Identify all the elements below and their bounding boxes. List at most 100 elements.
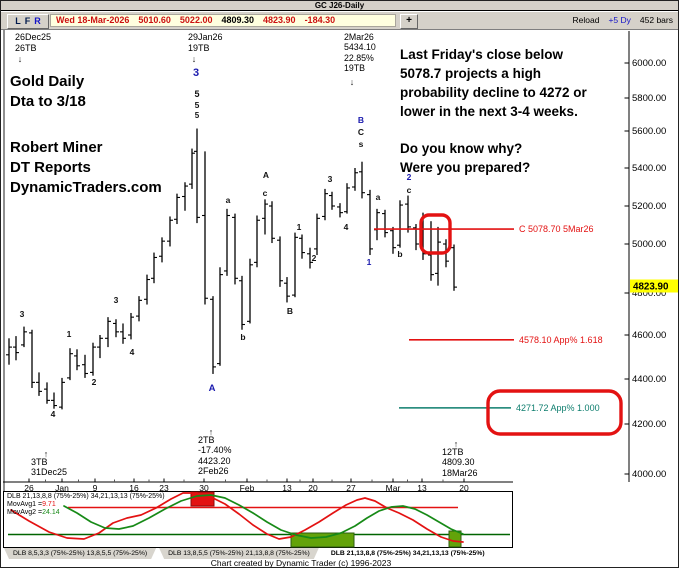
wave-label: b bbox=[240, 332, 245, 342]
tab-dlb-21-13-8-8[interactable]: DLB 21,13,8,8 (75%-25%) 34,21,13,13 (75%… bbox=[322, 548, 494, 559]
x-tick-label: 16 bbox=[129, 483, 139, 493]
ohlc-bar bbox=[329, 191, 335, 210]
annotation-26dec25: 26Dec25 26TB bbox=[15, 32, 52, 53]
ohlc-bar bbox=[44, 382, 50, 404]
ohlc-bar bbox=[359, 161, 365, 199]
wave-label: b bbox=[397, 249, 402, 259]
ohlc-bar bbox=[113, 319, 119, 338]
y-axis: 6000.00 5800.00 5600.00 5400.00 5200.00 5000.… bbox=[624, 58, 666, 480]
x-tick-label: 30 bbox=[199, 483, 209, 493]
annotation-31dec25: 3TB 31Dec25 bbox=[31, 457, 68, 478]
y-tick-label: 4200.00 bbox=[632, 419, 666, 430]
wave-label: c bbox=[407, 185, 412, 195]
ohlc-bar bbox=[352, 168, 358, 191]
ohlc-bar bbox=[210, 296, 216, 374]
add-indicator-button[interactable]: + bbox=[400, 14, 418, 29]
up-arrow-icon: ↑ bbox=[209, 427, 214, 437]
x-tick-label: Mar bbox=[386, 483, 401, 493]
tab-dlb-8-5-3-3[interactable]: DLB 8,5,3,3 (75%-25%) 13,8,5,5 (75%-25%) bbox=[4, 548, 156, 559]
ohlc-bar bbox=[428, 221, 434, 281]
ohlc-bar bbox=[232, 213, 238, 285]
x-axis: 26 Jan 9 16 23 30 Feb 13 20 27 Mar 13 20 bbox=[24, 478, 469, 493]
f-button[interactable]: F bbox=[24, 16, 31, 26]
movavg2-curve bbox=[63, 494, 464, 539]
plus-5-days-button[interactable]: +5 Dy bbox=[608, 15, 631, 25]
y-tick-label: 4800.00 bbox=[632, 288, 666, 299]
y-tick-label: 5000.00 bbox=[632, 239, 666, 250]
x-tick-label: Feb bbox=[240, 483, 255, 493]
oscillator-header: DLB 21,13,8,8 (75%-25%) 34,21,13,13 (75%… bbox=[7, 493, 165, 500]
y-tick-label: 4400.00 bbox=[632, 374, 666, 385]
chart-label-gold-daily: Gold Daily Dta to 3/18 bbox=[10, 73, 86, 110]
ohlc-bar bbox=[144, 274, 150, 305]
ohlc-bar bbox=[292, 232, 298, 298]
quote-low: 4809.30 bbox=[221, 15, 255, 25]
l-button[interactable]: L bbox=[15, 16, 21, 26]
y-tick-label: 4600.00 bbox=[632, 330, 666, 341]
movavg2-label: MovAvg2 = bbox=[7, 509, 43, 516]
r-button[interactable]: R bbox=[34, 16, 41, 26]
quote-high: 5022.00 bbox=[179, 15, 213, 25]
ohlc-bar bbox=[82, 354, 88, 378]
ohlc-bar bbox=[382, 209, 388, 238]
last-price-value: 4823.90 bbox=[633, 282, 669, 293]
reload-button[interactable]: Reload bbox=[572, 15, 600, 25]
ohlc-bar bbox=[367, 189, 373, 256]
ohlc-bar bbox=[390, 226, 396, 254]
ohlc-bar bbox=[97, 335, 103, 359]
ohlc-bar bbox=[262, 199, 268, 235]
ohlc-bar bbox=[307, 247, 313, 269]
price-line-label: 4271.72 App% 1.000 bbox=[516, 403, 600, 413]
quote-change: -184.30 bbox=[304, 15, 336, 25]
up-arrow-icon: ↑ bbox=[44, 449, 49, 459]
ohlc-bar bbox=[435, 226, 441, 286]
ohlc-bar bbox=[299, 234, 305, 259]
down-arrow-icon: ↓ bbox=[18, 54, 23, 64]
ohlc-bar bbox=[182, 182, 188, 211]
wave-label: 3 bbox=[114, 295, 119, 305]
annotation-2mar26: 2Mar26 5434.10 22.85% 19TB bbox=[344, 32, 376, 74]
wave-label: 2 bbox=[312, 253, 317, 263]
price-line-label: C 5078.70 5Mar26 bbox=[519, 224, 594, 234]
ohlc-bar bbox=[29, 329, 35, 388]
last-price-badge-bg bbox=[630, 279, 678, 293]
ohlc-bar bbox=[167, 216, 173, 247]
ohlc-bar bbox=[6, 338, 12, 365]
wave-label: a bbox=[226, 195, 231, 205]
wave-label: A bbox=[209, 383, 216, 394]
wave-label: a bbox=[376, 192, 381, 202]
author-label: Robert Miner DT Reports DynamicTraders.c… bbox=[10, 139, 162, 196]
wave-label: 3 bbox=[20, 309, 25, 319]
wave-label: 4 bbox=[51, 409, 56, 419]
tab-label: DLB 8,5,3,3 (75%-25%) 13,8,5,5 (75%-25%) bbox=[13, 550, 148, 557]
wave-label: 4 bbox=[130, 347, 135, 357]
wave-label: 5 bbox=[195, 100, 200, 110]
quote-open: 5010.60 bbox=[138, 15, 171, 25]
ohlc-bar bbox=[277, 236, 283, 287]
ohlc-bar bbox=[151, 252, 157, 284]
x-tick-label: 13 bbox=[282, 483, 292, 493]
wave-label: C bbox=[358, 127, 364, 137]
x-tick-label: 9 bbox=[93, 483, 98, 493]
ohlc-bar bbox=[36, 372, 42, 396]
down-arrow-icon: ↓ bbox=[350, 77, 355, 87]
x-tick-label: 26 bbox=[24, 483, 34, 493]
x-tick-label: 20 bbox=[308, 483, 318, 493]
up-arrow-icon: ↑ bbox=[454, 439, 459, 449]
ohlc-bar bbox=[239, 275, 245, 330]
x-tick-label: 23 bbox=[159, 483, 169, 493]
movavg1-readout: MovAvg1 =9.71 bbox=[7, 501, 56, 509]
movavg1-value: 9.71 bbox=[42, 501, 56, 508]
wave-label: 1 bbox=[297, 222, 302, 232]
ohlc-bar bbox=[128, 312, 134, 340]
ohlc-bar bbox=[397, 200, 403, 248]
price-lines: C 5078.70 5Mar26 4578.10 App% 1.618 4271.7… bbox=[374, 224, 603, 413]
oscillator-tabs: DLB 8,5,3,3 (75%-25%) 13,8,5,5 (75%-25%)… bbox=[4, 548, 494, 559]
ohlc-bar bbox=[67, 348, 73, 381]
tab-dlb-13-8-5-5[interactable]: DLB 13,8,5,5 (75%-25%) 21,13,8,8 (75%-25… bbox=[159, 548, 319, 559]
wave-label: 4 bbox=[344, 222, 349, 232]
copyright-footer: Chart created by Dynamic Trader (c) 1996… bbox=[210, 558, 392, 568]
